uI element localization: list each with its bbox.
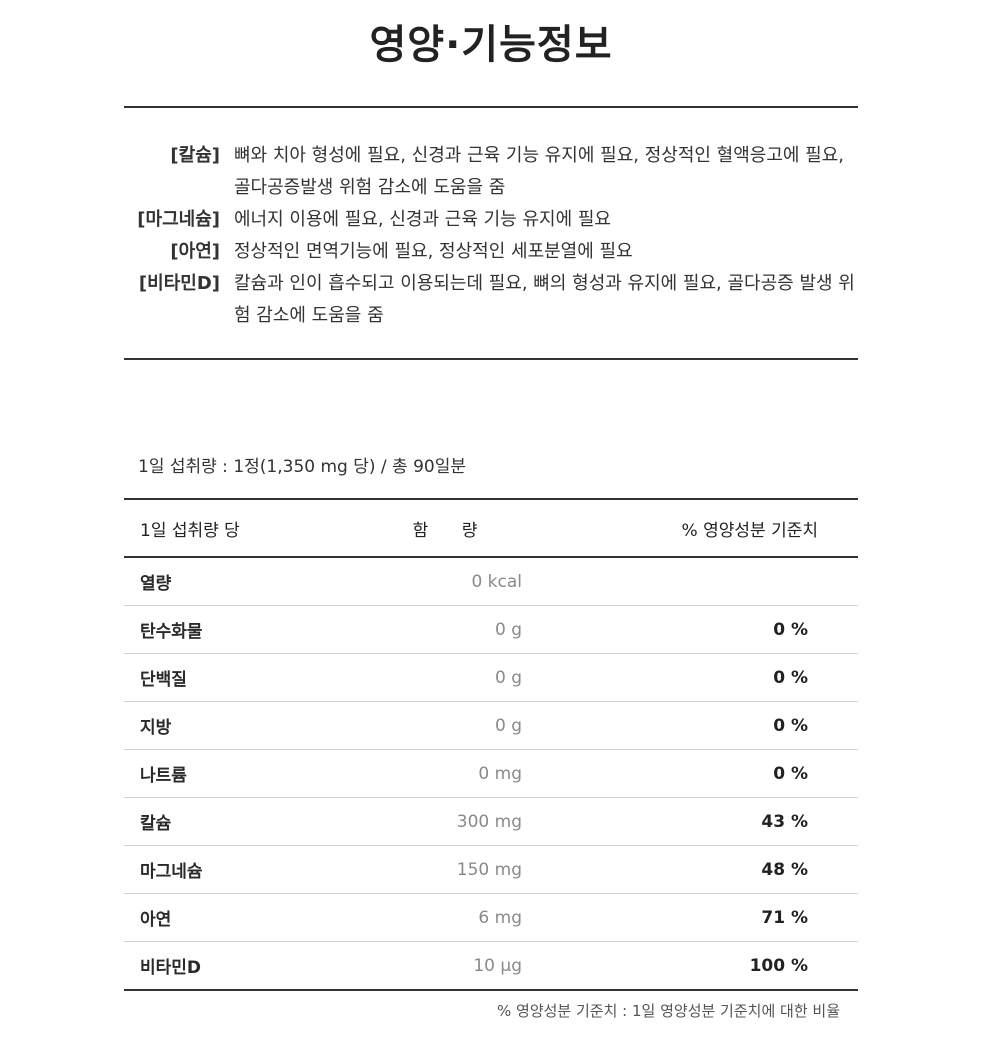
header-daily-value: % 영양성분 기준치 xyxy=(523,498,858,558)
table-row: 탄수화물 0 g 0 % xyxy=(124,605,858,654)
nutrient-amount: 6 mg xyxy=(381,893,523,942)
top-divider xyxy=(124,106,858,108)
nutrient-daily-value: 0 % xyxy=(523,749,858,798)
nutrient-name: 비타민D xyxy=(124,941,381,991)
nutrient-amount: 0 g xyxy=(381,653,523,702)
nutrient-daily-value: 100 % xyxy=(523,941,858,991)
nutrient-daily-value: 0 % xyxy=(523,653,858,702)
nutrient-amount: 10 μg xyxy=(381,941,523,991)
table-row: 지방 0 g 0 % xyxy=(124,701,858,750)
nutrient-name: 아연 xyxy=(124,893,381,942)
nutrient-name: 탄수화물 xyxy=(124,605,381,654)
function-text: 칼슘과 인이 흡수되고 이용되는데 필요, 뼈의 형성과 유지에 필요, 골다공… xyxy=(234,273,855,326)
nutrient-name: 칼슘 xyxy=(124,797,381,846)
nutrient-amount: 0 g xyxy=(381,605,523,654)
table-row: 마그네슘 150 mg 48 % xyxy=(124,845,858,894)
function-row-calcium: [칼슘] 뼈와 치아 형성에 필요, 신경과 근육 기능 유지에 필요, 정상적… xyxy=(120,140,860,204)
table-row: 아연 6 mg 71 % xyxy=(124,893,858,942)
nutrition-table: 1일 섭취량 당 함 량 % 영양성분 기준치 열량 0 kcal 탄수화물 0… xyxy=(124,498,858,991)
nutrient-amount: 0 mg xyxy=(381,749,523,798)
function-text: 에너지 이용에 필요, 신경과 근육 기능 유지에 필요 xyxy=(234,209,611,230)
nutrient-daily-value xyxy=(523,557,858,606)
function-info: [칼슘] 뼈와 치아 형성에 필요, 신경과 근육 기능 유지에 필요, 정상적… xyxy=(120,140,860,332)
nutrient-name: 단백질 xyxy=(124,653,381,702)
page-title: 영양·기능정보 xyxy=(369,22,613,68)
nutrient-amount: 0 g xyxy=(381,701,523,750)
function-row-zinc: [아연] 정상적인 면역기능에 필요, 정상적인 세포분열에 필요 xyxy=(120,236,860,268)
table-row: 단백질 0 g 0 % xyxy=(124,653,858,702)
table-row: 칼슘 300 mg 43 % xyxy=(124,797,858,846)
nutrient-daily-value: 0 % xyxy=(523,701,858,750)
nutrient-daily-value: 71 % xyxy=(523,893,858,942)
nutrient-name: 열량 xyxy=(124,557,381,606)
nutrient-amount: 150 mg xyxy=(381,845,523,894)
table-row: 비타민D 10 μg 100 % xyxy=(124,941,858,991)
nutrient-name: 나트륨 xyxy=(124,749,381,798)
footnote: % 영양성분 기준치 : 1일 영양성분 기준치에 대한 비율 xyxy=(497,1002,840,1020)
middle-divider xyxy=(124,358,858,360)
function-label: [아연] xyxy=(170,241,220,262)
function-label: [칼슘] xyxy=(170,145,220,166)
table-row: 열량 0 kcal xyxy=(124,557,858,606)
table-row: 나트륨 0 mg 0 % xyxy=(124,749,858,798)
function-row-vitamin-d: [비타민D] 칼슘과 인이 흡수되고 이용되는데 필요, 뼈의 형성과 유지에 … xyxy=(120,268,860,332)
function-row-magnesium: [마그네슘] 에너지 이용에 필요, 신경과 근육 기능 유지에 필요 xyxy=(120,204,860,236)
nutrient-name: 지방 xyxy=(124,701,381,750)
nutrient-name: 마그네슘 xyxy=(124,845,381,894)
table-header-row: 1일 섭취량 당 함 량 % 영양성분 기준치 xyxy=(124,498,858,558)
header-name: 1일 섭취량 당 xyxy=(124,498,381,558)
serving-info: 1일 섭취량 : 1정(1,350 mg 당) / 총 90일분 xyxy=(138,457,466,477)
nutrient-daily-value: 43 % xyxy=(523,797,858,846)
function-text: 정상적인 면역기능에 필요, 정상적인 세포분열에 필요 xyxy=(234,241,633,262)
function-text: 뼈와 치아 형성에 필요, 신경과 근육 기능 유지에 필요, 정상적인 혈액응… xyxy=(234,145,845,198)
nutrient-amount: 0 kcal xyxy=(381,557,523,606)
function-label: [비타민D] xyxy=(138,273,220,294)
nutrient-daily-value: 0 % xyxy=(523,605,858,654)
function-label: [마그네슘] xyxy=(137,209,220,230)
nutrient-daily-value: 48 % xyxy=(523,845,858,894)
nutrient-amount: 300 mg xyxy=(381,797,523,846)
header-amount: 함 량 xyxy=(381,498,523,558)
